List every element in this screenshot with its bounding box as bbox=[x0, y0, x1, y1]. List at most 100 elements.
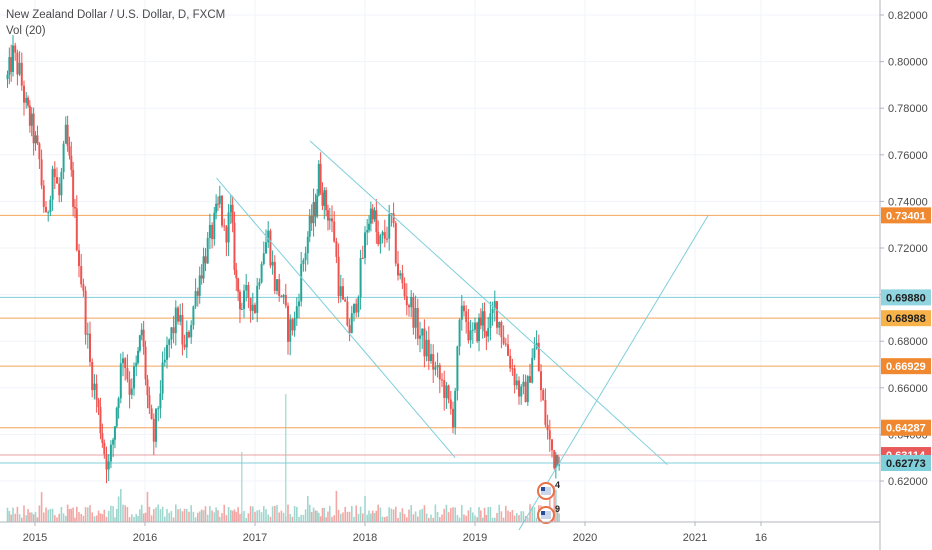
candle-body bbox=[491, 309, 494, 314]
horizontal-levels[interactable] bbox=[0, 214, 880, 464]
volume-bar bbox=[558, 513, 560, 522]
candle-body bbox=[478, 317, 481, 342]
trend-line bbox=[518, 215, 709, 531]
volume-bar bbox=[500, 511, 503, 522]
volume-bar bbox=[97, 510, 100, 522]
volume-bar bbox=[206, 514, 209, 522]
volume-bar bbox=[235, 511, 238, 522]
volume-bar bbox=[300, 514, 302, 522]
candle-body bbox=[103, 442, 106, 455]
volume-bar bbox=[458, 517, 461, 522]
volume-bar bbox=[95, 515, 98, 522]
volume-bar bbox=[146, 491, 149, 522]
volume-bar bbox=[70, 508, 73, 522]
candle-body bbox=[441, 379, 443, 381]
candle-body bbox=[245, 285, 248, 291]
volume-bar bbox=[153, 509, 155, 522]
candle-body bbox=[20, 62, 23, 86]
volume-bar bbox=[456, 514, 459, 522]
candle-body bbox=[128, 379, 131, 395]
volume-bar bbox=[172, 517, 175, 522]
volume-indicator-label[interactable]: Vol (20) bbox=[6, 25, 46, 37]
volume-bar bbox=[219, 516, 221, 522]
volume-bar bbox=[221, 513, 223, 522]
candle-body bbox=[215, 203, 218, 213]
trend-lines[interactable] bbox=[216, 140, 709, 531]
y-tick-label: 0.82000 bbox=[888, 10, 928, 22]
candle-body bbox=[42, 185, 45, 208]
candle-body bbox=[454, 390, 457, 428]
event-badges[interactable]: 49 bbox=[537, 480, 560, 524]
volume-bar bbox=[150, 515, 153, 522]
candle-body bbox=[554, 454, 557, 469]
volume-bar bbox=[509, 511, 511, 522]
candle-body bbox=[529, 376, 531, 383]
volume-bar bbox=[478, 507, 480, 522]
candle-body bbox=[518, 380, 520, 397]
candle-body bbox=[216, 203, 219, 205]
candle-body bbox=[276, 279, 278, 291]
volume-bar bbox=[157, 504, 159, 522]
candle-body bbox=[51, 168, 54, 200]
candle-body bbox=[91, 361, 94, 390]
volume-bar bbox=[18, 514, 21, 522]
candle-body bbox=[314, 201, 317, 217]
candle-body bbox=[278, 279, 281, 296]
volume-bar bbox=[82, 515, 85, 522]
volume-bar bbox=[390, 508, 393, 522]
candle-body bbox=[152, 418, 155, 442]
candle-body bbox=[511, 368, 514, 370]
candle-body bbox=[159, 393, 162, 409]
price-tag-label: 0.64287 bbox=[886, 423, 926, 435]
volume-bar bbox=[183, 508, 186, 522]
candle-body bbox=[218, 195, 221, 204]
volume-bar bbox=[267, 514, 269, 522]
candle-body bbox=[509, 355, 512, 369]
candle-body bbox=[487, 328, 490, 337]
candle-body bbox=[463, 305, 465, 312]
candle-body bbox=[344, 299, 347, 302]
volume-bar bbox=[99, 513, 102, 522]
symbol-title[interactable]: New Zealand Dollar / U.S. Dollar, D, FXC… bbox=[6, 9, 226, 21]
volume-bar bbox=[25, 515, 27, 522]
candle-body bbox=[489, 313, 492, 329]
volume-bar bbox=[254, 511, 256, 522]
volume-bar bbox=[414, 511, 417, 522]
candle-body bbox=[465, 311, 468, 322]
volume-bar bbox=[445, 504, 448, 522]
candle-body bbox=[493, 301, 496, 310]
volume-bar bbox=[29, 512, 31, 522]
volume-bar bbox=[384, 517, 386, 522]
candle-body bbox=[200, 275, 203, 279]
candle-body bbox=[10, 57, 13, 72]
candle-body bbox=[117, 398, 120, 408]
price-tag bbox=[881, 289, 931, 306]
volume-bar bbox=[142, 513, 145, 522]
candle-body bbox=[469, 330, 472, 341]
candle-body bbox=[355, 303, 358, 313]
candle-body bbox=[434, 367, 437, 370]
volume-bar bbox=[269, 516, 272, 522]
volume-bar bbox=[139, 509, 141, 522]
candle-body bbox=[84, 290, 87, 335]
candle-body bbox=[75, 208, 78, 251]
candle-body bbox=[204, 256, 207, 264]
candle-body bbox=[18, 62, 21, 75]
candle-body bbox=[115, 407, 118, 427]
candle-body bbox=[206, 237, 209, 264]
candle-body bbox=[243, 290, 245, 309]
volume-bar bbox=[316, 510, 318, 522]
volume-bar bbox=[133, 516, 135, 522]
volume-bar bbox=[489, 506, 492, 522]
volume-bar bbox=[27, 509, 29, 522]
candle-body bbox=[357, 297, 360, 313]
candle-body bbox=[513, 368, 516, 386]
volume-bar bbox=[181, 511, 184, 522]
volume-bar bbox=[399, 512, 401, 522]
volume-bar bbox=[463, 514, 465, 522]
candle-body bbox=[221, 195, 223, 226]
candle-body bbox=[107, 461, 110, 470]
candle-body bbox=[471, 329, 474, 331]
volume-bar bbox=[325, 517, 327, 522]
